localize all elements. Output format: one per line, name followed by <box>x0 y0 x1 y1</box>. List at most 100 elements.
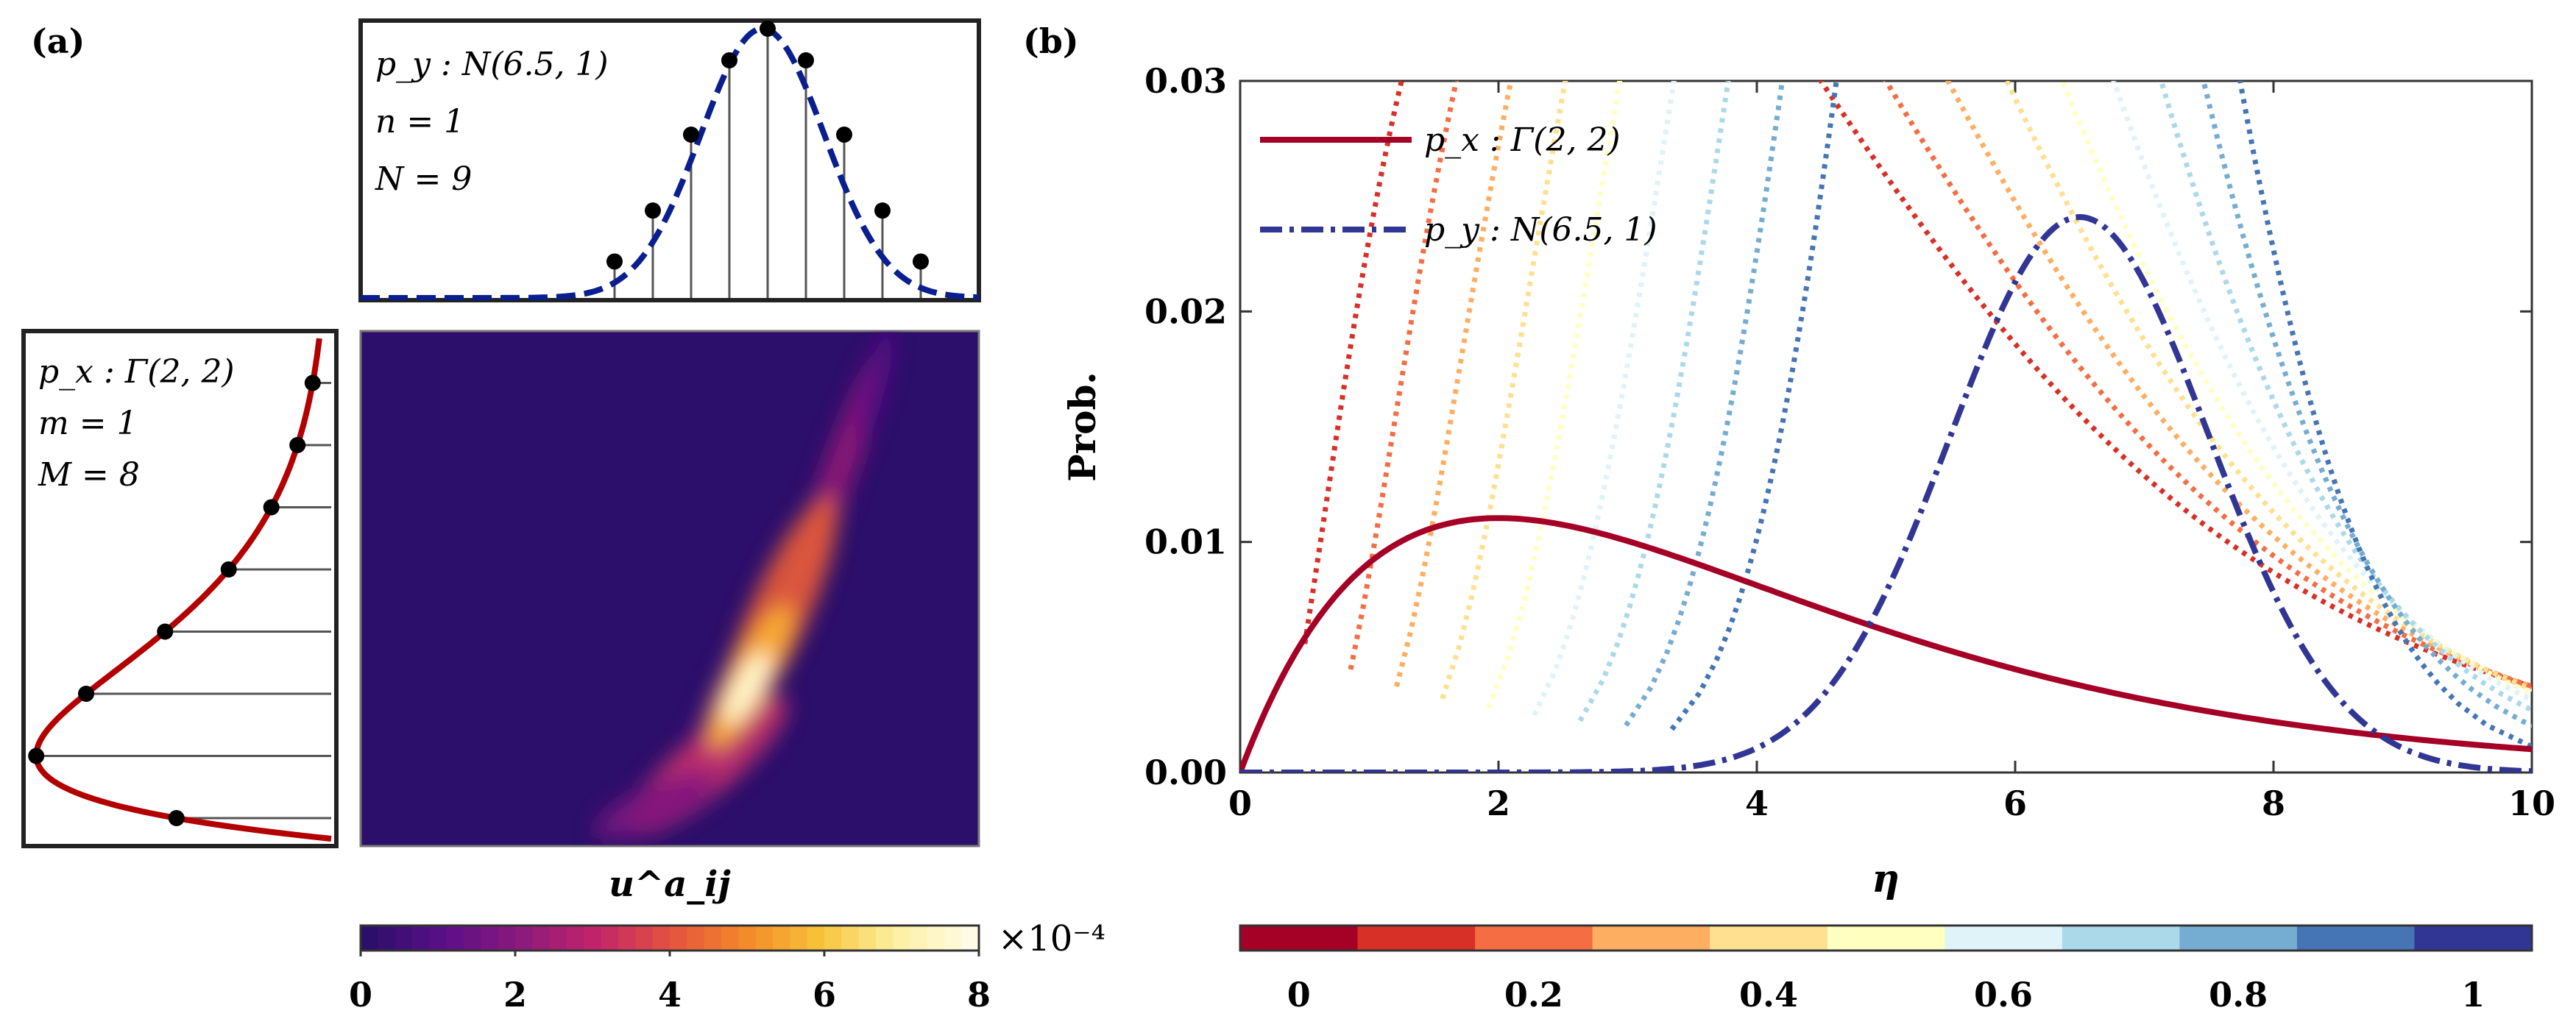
sample-point <box>289 437 306 453</box>
colorbar-a-cell <box>807 926 825 951</box>
main-plot-frame <box>1239 79 2533 774</box>
y-tick-label: 0.01 <box>1144 522 1227 562</box>
colorbar-a-cell <box>910 926 928 951</box>
colorbar-a-tick-label: 2 <box>503 975 527 1015</box>
sample-point <box>798 52 814 68</box>
normal-density-curve <box>361 25 979 300</box>
sample-point <box>263 499 280 516</box>
sample-point <box>836 126 852 143</box>
colorbar-b-tick-label: 0.2 <box>1504 975 1563 1015</box>
x-tick-label: 0 <box>1228 784 1252 823</box>
colorbar-a-cell <box>961 926 980 951</box>
colorbar-a-cell <box>876 926 894 951</box>
left-inset-frame <box>21 329 339 848</box>
legend: p_x : Γ(2, 2) p_y : N(6.5, 1) <box>1260 121 1657 249</box>
sample-point <box>157 623 174 640</box>
colorbar-b-tick-label: 0.6 <box>1974 975 2033 1015</box>
colorbar-a-cell <box>893 926 911 951</box>
sample-point <box>683 126 699 143</box>
sample-point <box>874 202 891 219</box>
x-tick-label: 6 <box>2003 784 2027 823</box>
sample-point <box>78 686 95 702</box>
colorbar-a-cell <box>755 926 774 951</box>
colorbar-b-frame <box>1239 924 2533 952</box>
colorbar-a-cell <box>824 926 842 951</box>
main-ylabel: Prob. <box>1061 372 1104 482</box>
legend-label-normal: p_y : N(6.5, 1) <box>1424 211 1657 249</box>
colorbar-a-tick-label: 0 <box>349 975 372 1015</box>
colorbar-a: 0 2 4 6 8 ×10⁻⁴ <box>349 918 1105 1015</box>
left-inset-line-2: m = 1 <box>38 405 138 442</box>
y-tick-label: 0.02 <box>1144 291 1227 331</box>
colorbar-a-cell <box>927 926 945 951</box>
colorbar-a-cell <box>361 926 378 951</box>
colorbar-b-cell <box>1827 926 1945 951</box>
colorbar-a-cell <box>790 926 808 951</box>
colorbar-b-cell <box>1475 926 1593 951</box>
y-tick-label: 0.00 <box>1144 753 1227 792</box>
colorbar-a-cell <box>584 926 602 951</box>
top-inset-line-1: p_y : N(6.5, 1) <box>375 46 609 83</box>
left-inset-line-1: p_x : Γ(2, 2) <box>38 353 235 391</box>
interpolated-curve <box>1394 81 2532 690</box>
colorbar-a-cell <box>773 926 790 951</box>
colorbar-a-cell <box>464 926 481 951</box>
colorbar-a-cell <box>481 926 499 951</box>
colorbar-a-cell <box>532 926 551 951</box>
sample-point <box>28 747 45 764</box>
heatmap-band <box>594 331 894 839</box>
colorbar-b-cell <box>2179 926 2298 951</box>
x-tick-label: 2 <box>1487 784 1510 823</box>
left-inset-line-3: M = 8 <box>38 456 140 494</box>
sample-point <box>168 810 185 826</box>
top-inset-line-3: N = 9 <box>375 160 472 198</box>
colorbar-b-tick-label: 0.4 <box>1739 975 1798 1015</box>
sample-point <box>220 561 237 578</box>
colorbar-a-cell <box>704 926 722 951</box>
colorbar-a-cell <box>670 926 687 951</box>
colorbar-b-cell <box>1710 926 1828 951</box>
colorbar-a-cell <box>721 926 739 951</box>
panel-label-b: (b) <box>1023 21 1079 61</box>
colorbar-a-cell <box>841 926 860 951</box>
colorbar-b-cell <box>1945 926 2063 951</box>
colorbar-a-cell <box>567 926 584 951</box>
colorbar-a-cell <box>618 926 636 951</box>
sample-point <box>721 52 737 68</box>
top-inset: p_y : N(6.5, 1) n = 1 N = 9 <box>358 18 981 302</box>
colorbar-a-cell <box>446 926 464 951</box>
colorbar-a-cell <box>498 926 516 951</box>
left-inset: p_x : Γ(2, 2) m = 1 M = 8 <box>21 329 339 848</box>
colorbar-b-tick-label: 1 <box>2461 975 2485 1015</box>
colorbar-a-cell <box>412 926 430 951</box>
sample-point <box>760 20 776 37</box>
colorbar-a-cell <box>738 926 757 951</box>
colorbar-a-cell <box>549 926 567 951</box>
colorbar-b-cell <box>2296 926 2416 951</box>
colorbar-b-cell <box>2062 926 2180 951</box>
colorbar-b-cell <box>2414 926 2533 951</box>
colorbar-b-cell <box>1357 926 1476 951</box>
colorbar-a-cell <box>378 926 396 951</box>
colorbar-b-cell <box>1592 926 1710 951</box>
colorbar-b-tick-label: 0 <box>1287 975 1311 1015</box>
sample-point <box>645 202 661 219</box>
colorbar-b: 0 0.2 0.4 0.6 0.8 1 <box>1239 924 2533 1015</box>
colorbar-a-tick-label: 4 <box>658 975 682 1015</box>
colorbar-a-cell <box>515 926 533 951</box>
colorbar-a-cell <box>429 926 447 951</box>
main-plot: 0 2 4 6 8 10 0.00 0.01 0.02 0.03 η Prob. p_x : Γ(… <box>1061 61 2555 901</box>
x-tick-label: 10 <box>2508 784 2555 823</box>
colorbar-a-cell <box>635 926 654 951</box>
transport-heatmap: u^a_ij <box>359 330 980 905</box>
interpolated-curve <box>1348 81 2532 689</box>
panel-label-a: (a) <box>31 21 85 61</box>
colorbar-a-cell <box>394 926 413 951</box>
x-tick-label: 8 <box>2262 784 2285 823</box>
x-tick-label: 4 <box>1745 784 1769 823</box>
main-xlabel: η <box>1872 856 1900 901</box>
colorbar-a-cell <box>944 926 963 951</box>
series-gamma-line <box>1240 515 2532 772</box>
colorbar-a-multiplier: ×10⁻⁴ <box>998 918 1105 959</box>
